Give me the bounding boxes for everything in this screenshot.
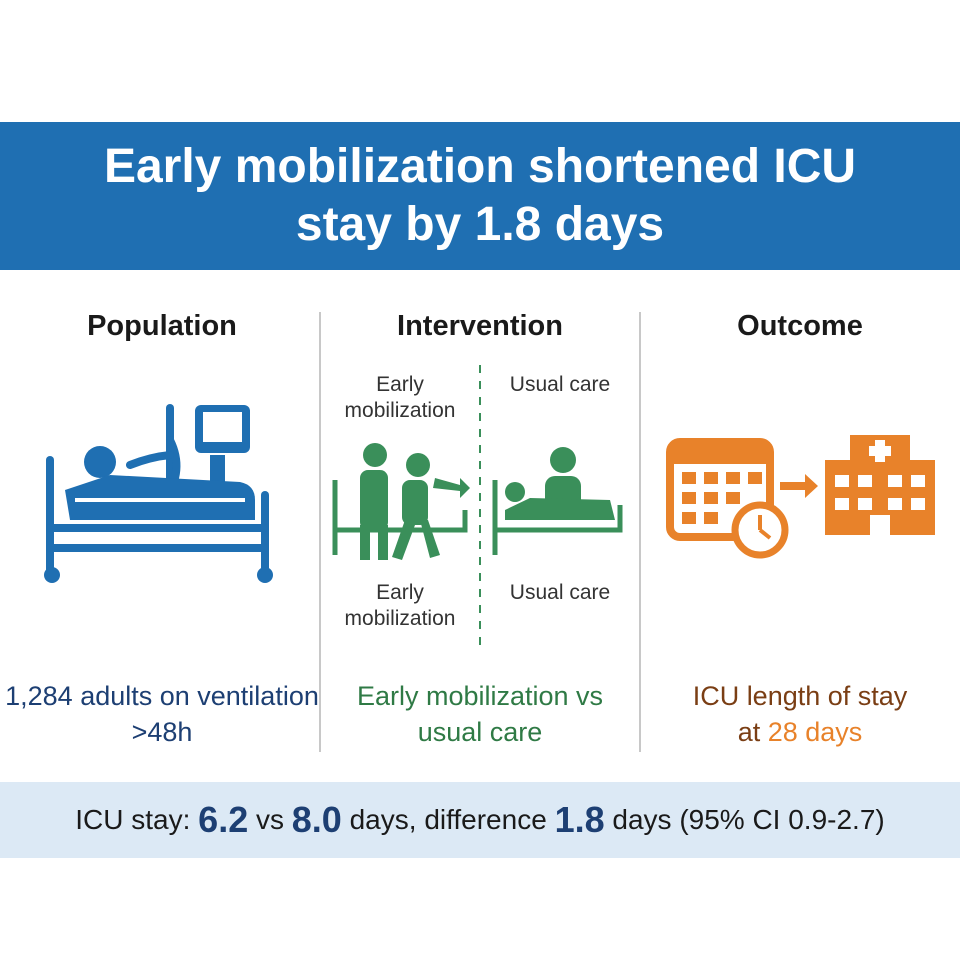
result-band: ICU stay: 6.2 vs 8.0 days, difference 1.… [0, 782, 960, 858]
group-label: Early mobilization [344, 373, 456, 422]
connector: vs [256, 804, 284, 835]
group-label: Usual care [509, 373, 611, 396]
intervention-caption: Early mobilization vs usual care [356, 681, 604, 747]
group-label: Usual care [509, 581, 611, 604]
outcome-timepoint: 28 days [767, 717, 863, 747]
result-tail: days (95% CI 0.9-2.7) [612, 804, 885, 835]
control-value: 8.0 [291, 799, 342, 840]
divider [639, 312, 641, 752]
icu-bed-icon [44, 404, 273, 583]
difference-value: 1.8 [554, 799, 605, 840]
intervention-value: 6.2 [198, 799, 249, 840]
result-label: ICU stay: [75, 804, 191, 835]
difference-label: days, difference [349, 804, 547, 835]
divider [319, 312, 321, 752]
outcome-caption: ICU length of stay at 28 days [640, 678, 960, 750]
intervention-icons [332, 365, 623, 645]
header-band: Early mobilization shortened ICU stay by… [0, 122, 960, 270]
group-label: Early mobilization [344, 581, 456, 630]
population-caption: 1,284 adults on ventilation >48h [5, 681, 319, 747]
outcome-text: ICU length of stay at [692, 681, 908, 747]
intervention-heading: Intervention [397, 310, 563, 342]
outcome-heading: Outcome [737, 310, 863, 342]
population-heading: Population [87, 310, 237, 342]
outcome-icons [666, 435, 935, 559]
title: Early mobilization shortened ICU stay by… [103, 140, 857, 251]
